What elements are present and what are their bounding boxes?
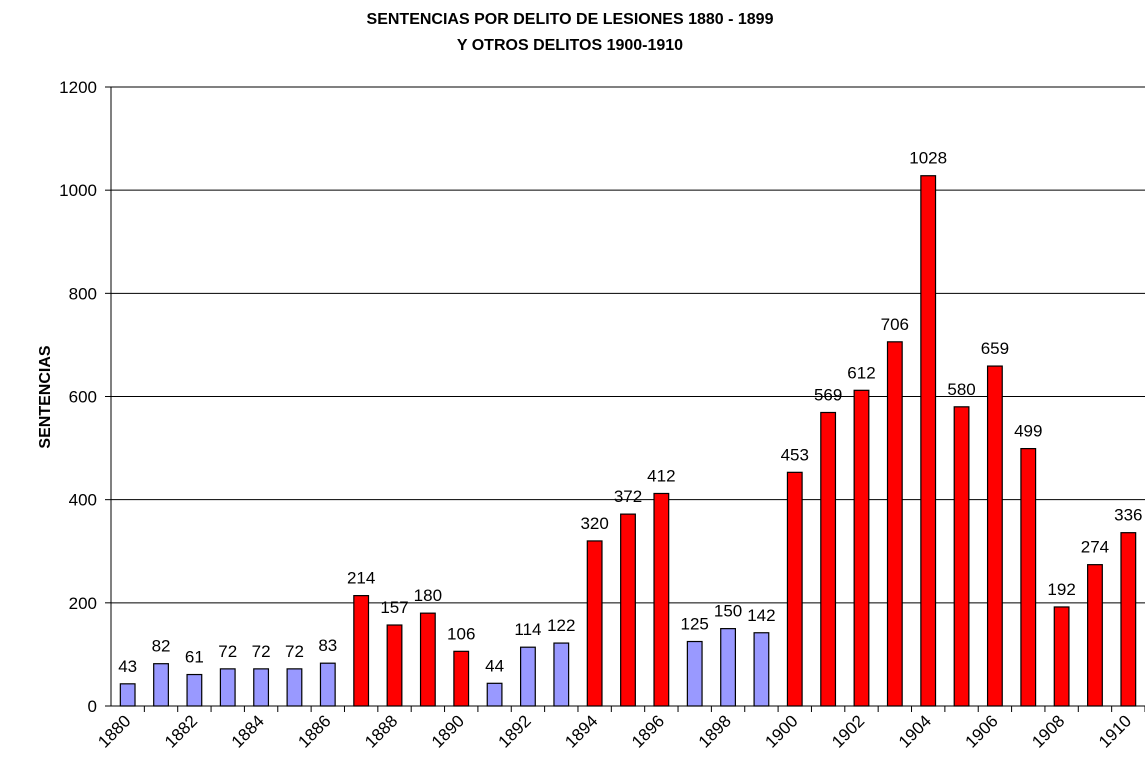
bar	[953, 406, 970, 707]
data-label: 372	[614, 487, 642, 506]
x-tick-label: 1884	[228, 711, 268, 751]
bar	[1087, 564, 1103, 707]
data-label: 214	[347, 569, 375, 588]
x-tick-label: 1902	[828, 711, 868, 751]
y-tick-label: 1000	[59, 181, 97, 200]
bar	[653, 492, 670, 707]
data-label: 453	[781, 445, 809, 464]
bar	[1020, 447, 1037, 707]
bar	[219, 668, 236, 707]
data-label: 274	[1081, 538, 1109, 557]
x-tick-label: 1886	[294, 711, 334, 751]
bar	[886, 341, 903, 707]
chart-subtitle: Y OTROS DELITOS 1900-1910	[457, 37, 683, 54]
bar	[553, 642, 570, 707]
data-label: 180	[414, 586, 442, 605]
data-label: 412	[647, 466, 675, 485]
data-label: 706	[881, 315, 909, 334]
data-label: 499	[1014, 422, 1042, 441]
bar	[586, 540, 603, 707]
bar	[620, 513, 636, 707]
data-label: 44	[485, 656, 504, 675]
data-label: 72	[285, 642, 304, 661]
bar	[1120, 532, 1137, 707]
bar	[186, 673, 203, 707]
chart-title: SENTENCIAS POR DELITO DE LESIONES 1880 -…	[367, 11, 774, 28]
data-label: 1028	[909, 149, 947, 168]
data-label: 580	[947, 380, 975, 399]
data-label: 61	[185, 648, 204, 667]
x-tick-label: 1900	[761, 711, 801, 751]
bar	[119, 683, 136, 707]
bar	[319, 662, 336, 707]
y-tick-label: 200	[69, 594, 97, 613]
data-label: 114	[514, 620, 541, 639]
data-label: 43	[118, 657, 137, 676]
y-tick-label: 600	[69, 388, 97, 407]
data-label: 569	[814, 385, 842, 404]
x-tick-label: 1898	[695, 711, 735, 751]
data-label: 106	[447, 624, 475, 643]
bar	[1053, 606, 1070, 707]
data-label: 82	[152, 637, 171, 656]
data-label: 125	[681, 615, 709, 634]
bar	[286, 668, 303, 707]
y-tick-label: 400	[69, 491, 97, 510]
bar	[153, 663, 169, 707]
x-tick-label: 1894	[561, 711, 601, 751]
x-tick-label: 1910	[1095, 711, 1135, 751]
data-label: 122	[547, 616, 575, 635]
data-label: 72	[252, 642, 271, 661]
x-tick-label: 1888	[361, 711, 401, 751]
bar	[419, 612, 436, 707]
bar	[920, 175, 937, 707]
x-tick-label: 1882	[161, 711, 201, 751]
bar	[253, 668, 270, 707]
data-label: 612	[847, 363, 875, 382]
bar	[820, 411, 837, 707]
x-tick-label: 1906	[962, 711, 1002, 751]
y-tick-label: 1200	[59, 78, 97, 97]
data-label: 336	[1114, 506, 1142, 525]
y-tick-label: 800	[69, 284, 97, 303]
bar	[720, 628, 737, 707]
x-tick-label: 1908	[1028, 711, 1068, 751]
bar	[753, 632, 770, 707]
data-label: 320	[580, 514, 608, 533]
x-tick-label: 1890	[428, 711, 468, 751]
y-tick-label: 0	[88, 697, 97, 716]
bar	[386, 624, 403, 707]
data-label: 83	[318, 636, 337, 655]
data-label: 72	[218, 642, 237, 661]
bar	[353, 595, 370, 707]
x-tick-label: 1892	[495, 711, 535, 751]
data-label: 157	[380, 598, 408, 617]
bar	[519, 646, 536, 707]
bar	[453, 650, 470, 707]
x-tick-label: 1904	[895, 711, 935, 751]
bar	[486, 682, 503, 707]
data-label: 192	[1047, 580, 1075, 599]
y-axis-label: SENTENCIAS	[37, 345, 54, 448]
bar	[986, 365, 1003, 707]
x-tick-label: 1896	[628, 711, 668, 751]
bar	[853, 389, 870, 707]
data-label: 150	[714, 602, 742, 621]
x-tick-label: 1880	[94, 711, 134, 751]
data-label: 142	[747, 606, 775, 625]
bar	[686, 640, 703, 707]
data-label: 659	[981, 339, 1009, 358]
bar	[786, 471, 803, 707]
